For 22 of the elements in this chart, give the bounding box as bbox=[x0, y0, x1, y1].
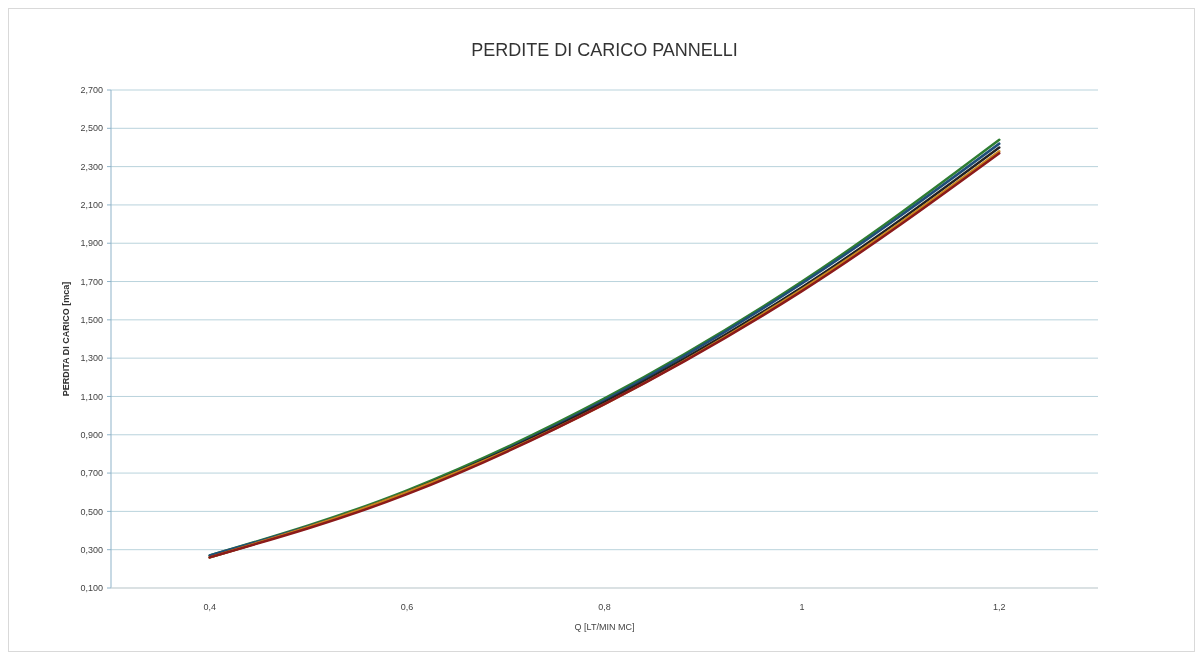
y-tick-label: 1,100 bbox=[80, 391, 103, 402]
y-axis-title: PERDITA DI CARICO [mca] bbox=[61, 281, 71, 397]
x-axis-title: Q [LT/MIN MC] bbox=[574, 622, 635, 632]
y-tick-label: 1,900 bbox=[80, 238, 103, 249]
y-tick-label: 1,300 bbox=[80, 353, 103, 364]
y-tick-label: 0,900 bbox=[80, 429, 103, 440]
y-tick-label: 2,700 bbox=[80, 85, 103, 96]
x-tick-label: 1 bbox=[799, 602, 805, 612]
y-tick-label: 2,300 bbox=[80, 161, 103, 172]
y-tick-label: 1,500 bbox=[80, 315, 103, 325]
y-tick-label: 0,300 bbox=[80, 544, 103, 555]
y-tick-label: 2,100 bbox=[80, 200, 103, 211]
x-tick-label: 0,6 bbox=[400, 602, 414, 612]
x-tick-label: 0,8 bbox=[598, 602, 611, 612]
y-tick-label: 0,100 bbox=[80, 583, 103, 594]
x-tick-label: 0,4 bbox=[203, 602, 216, 612]
y-tick-label: 0,700 bbox=[80, 468, 103, 479]
y-tick-label: 2,500 bbox=[80, 123, 103, 134]
x-tick-label: 1,2 bbox=[993, 602, 1006, 612]
y-tick-label: 1,700 bbox=[80, 276, 103, 287]
y-tick-label: 0,500 bbox=[80, 506, 103, 517]
chart-title: PERDITE DI CARICO PANNELLI bbox=[471, 40, 738, 60]
